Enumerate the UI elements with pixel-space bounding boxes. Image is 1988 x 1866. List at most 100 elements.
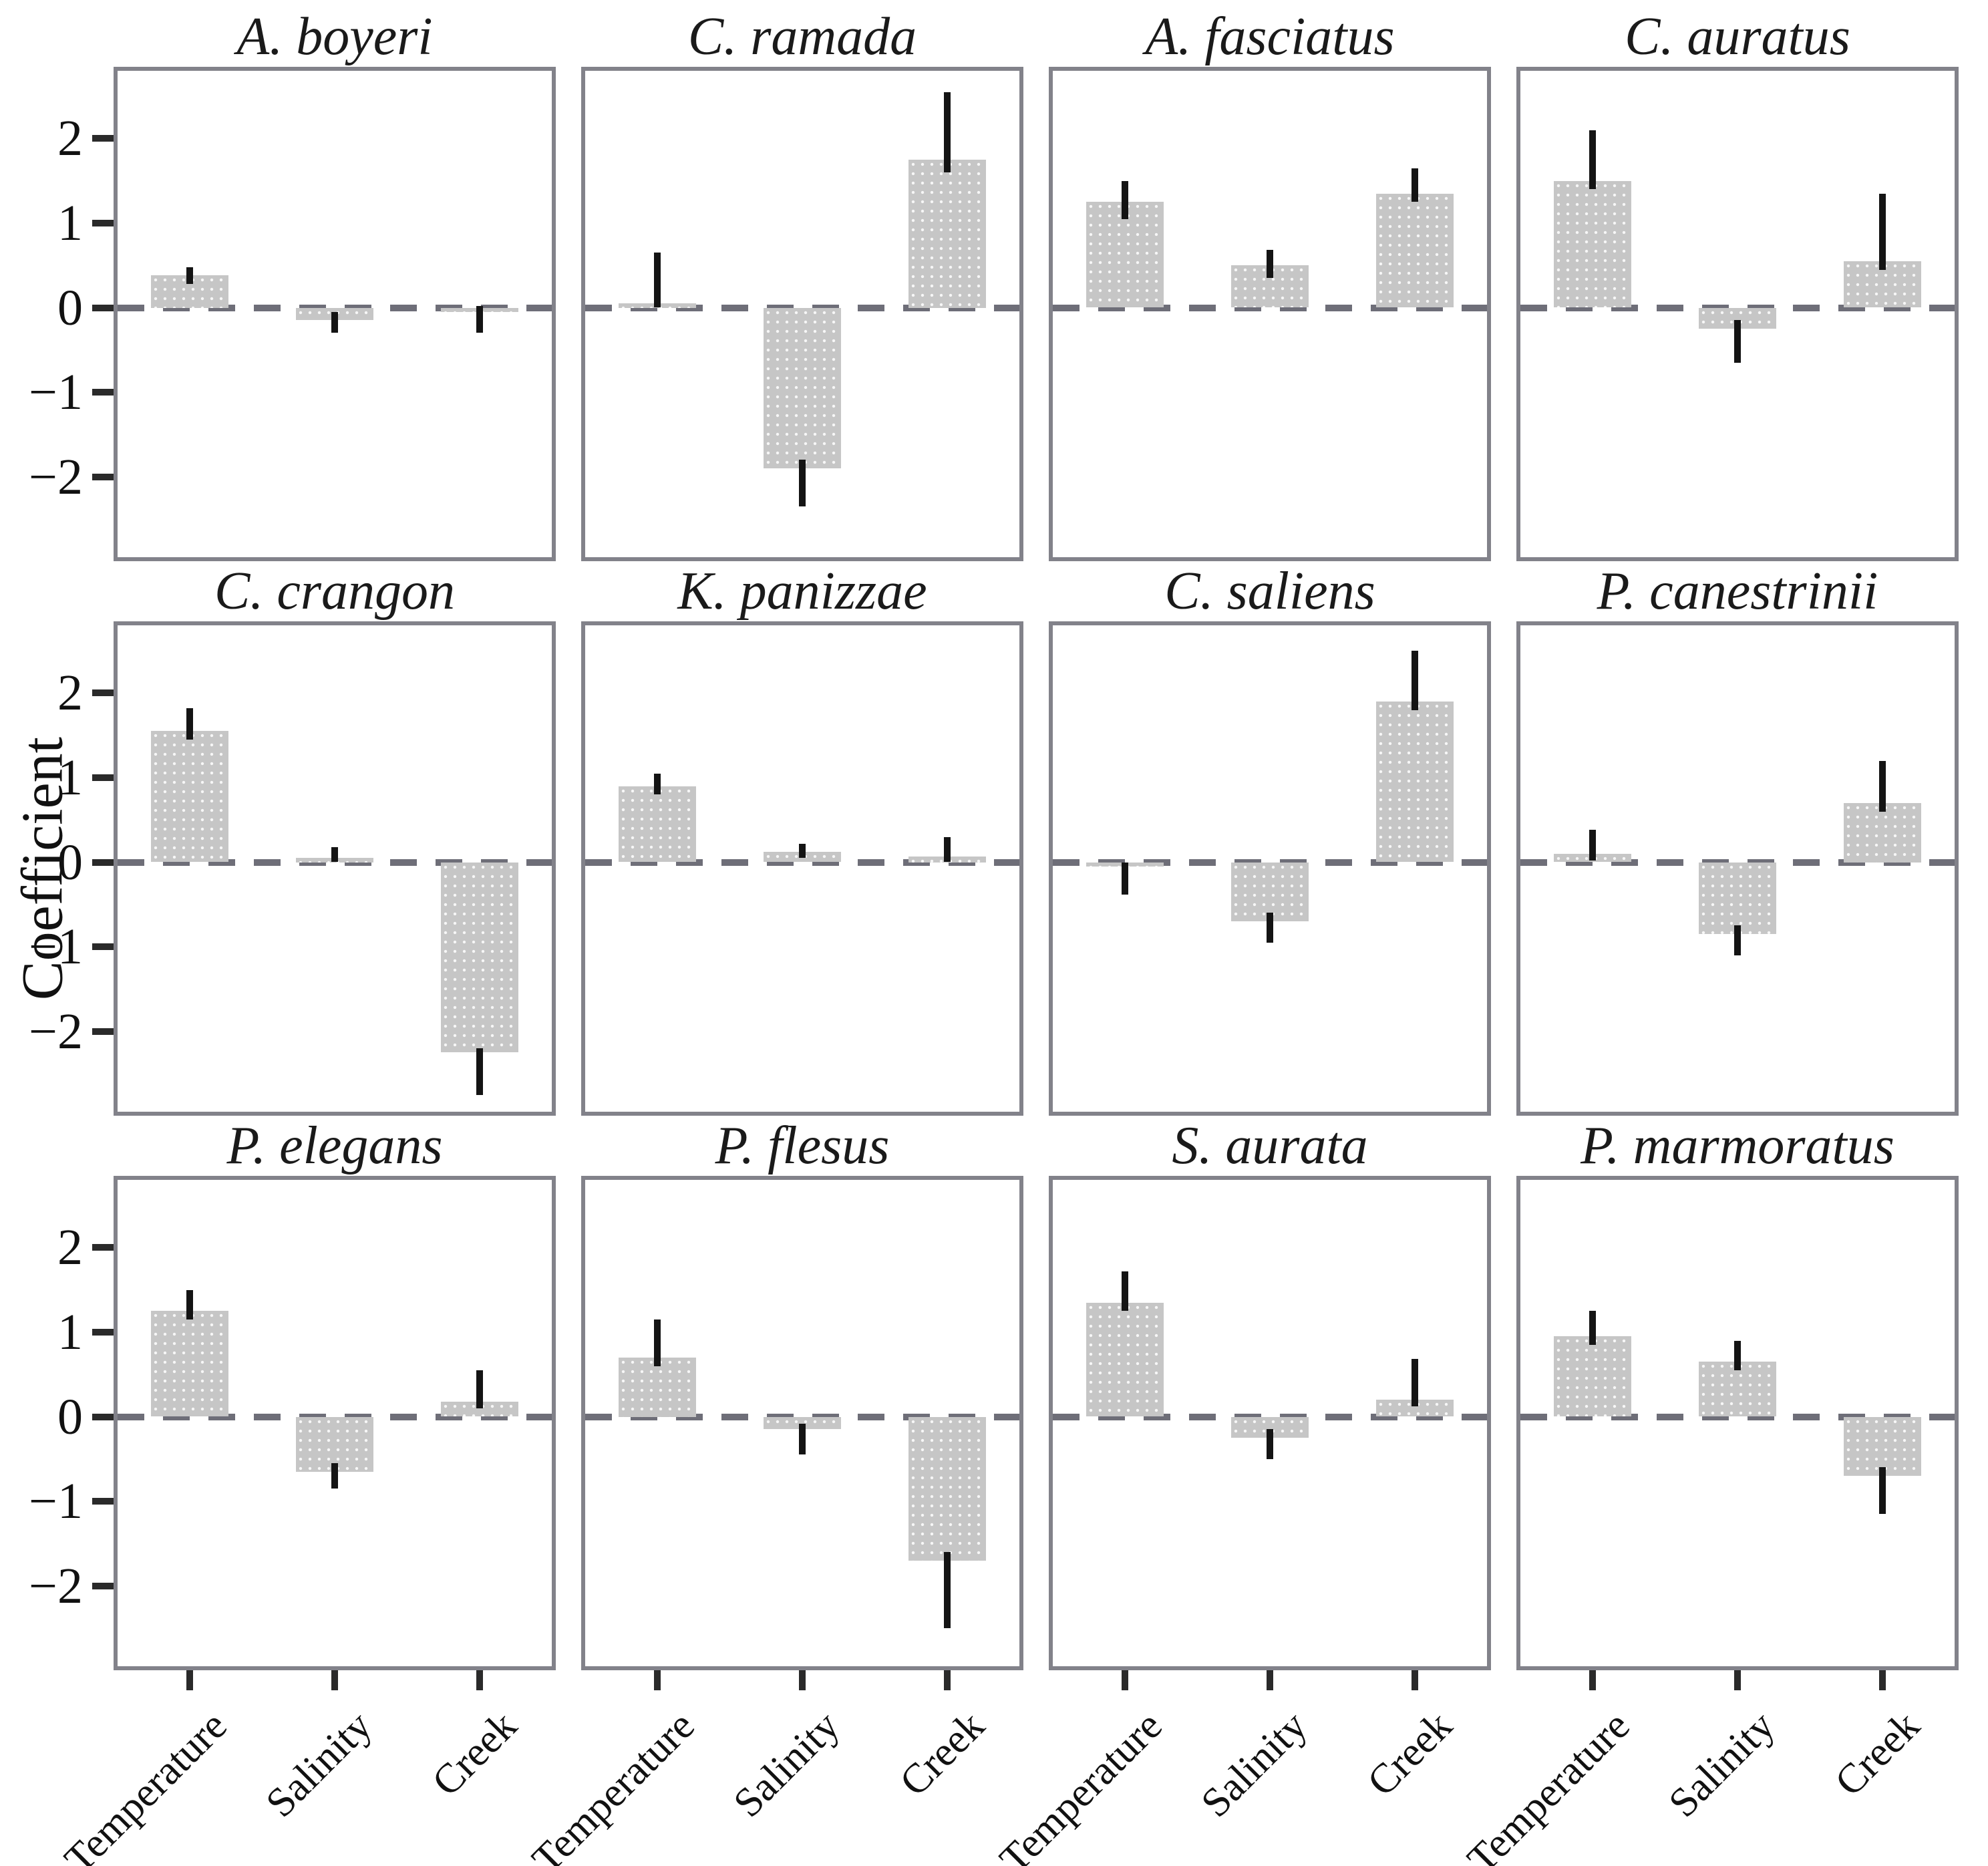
y-tick-mark (92, 1413, 114, 1420)
error-bar-salinity (1267, 913, 1273, 943)
y-tick-label: 1 (57, 1303, 83, 1360)
zero-dashed-line (1053, 304, 1487, 311)
panel-title-p-elegans: P. elegans (226, 1116, 443, 1175)
panel-title-c-crangon: C. crangon (214, 561, 455, 621)
y-tick-mark (92, 1328, 114, 1336)
bar-salinity (1699, 1362, 1776, 1417)
error-bar-creek (1878, 1467, 1886, 1515)
y-tick-label: 2 (57, 665, 83, 722)
panel-title-a-fasciatus: A. fasciatus (1145, 7, 1395, 66)
bar-creek (440, 862, 518, 1053)
error-bar-temperature (654, 253, 661, 308)
panel-a-fasciatus (1049, 67, 1491, 561)
zero-dashed-line (1520, 1413, 1955, 1420)
x-axis-label-salinity: Salinity (725, 1702, 848, 1827)
error-bar-creek (943, 1552, 951, 1629)
y-tick-mark (92, 1582, 114, 1589)
panel-title-s-aurata: S. aurata (1172, 1116, 1368, 1175)
x-tick-mark (476, 1670, 483, 1690)
x-tick-mark (1589, 1670, 1597, 1690)
y-tick-label: −2 (29, 1003, 83, 1060)
bar-creek (1375, 701, 1454, 863)
panel-c-crangon: 2 1 0 −1 −2 (29, 621, 556, 1116)
error-bar-creek (1411, 650, 1418, 710)
zero-dashed-line (585, 859, 1019, 866)
bar-salinity (1231, 862, 1309, 922)
y-tick-mark (92, 689, 114, 697)
error-bar-salinity (1267, 1429, 1273, 1459)
panel-title-p-flesus: P. flesus (715, 1116, 890, 1175)
error-bar-salinity (1734, 1340, 1741, 1370)
error-bar-creek (1878, 760, 1886, 812)
y-tick-mark (92, 473, 114, 480)
x-tick-mark (1878, 1670, 1886, 1690)
panel-title-p-canestrinii: P. canestrinii (1597, 561, 1878, 621)
panel-c-saliens (1049, 621, 1491, 1116)
error-bar-temperature (1589, 830, 1597, 861)
y-tick-label: 1 (57, 194, 83, 251)
panel-title-k-panizzae: K. panizzae (677, 561, 927, 621)
panel-p-marmoratus (1516, 1176, 1959, 1690)
bar-creek (1843, 1416, 1921, 1476)
y-tick-label: 1 (57, 749, 83, 806)
error-bar-temperature (654, 773, 661, 795)
x-axis-label-salinity: Salinity (1660, 1702, 1784, 1827)
error-bar-creek (1411, 1359, 1418, 1407)
x-tick-mark (1734, 1670, 1741, 1690)
y-tick-label: 0 (57, 279, 83, 336)
error-bar-salinity (799, 843, 806, 859)
panel-a-boyeri: 2 1 0 −1 −2 (29, 67, 556, 561)
x-axis-label-creek: Creek (423, 1702, 526, 1805)
bar-salinity (764, 1416, 841, 1430)
bar-creek (908, 159, 986, 308)
panel-p-canestrinii (1516, 621, 1959, 1116)
y-tick-mark (92, 389, 114, 396)
error-bar-temperature (654, 1319, 661, 1366)
error-bar-temperature (186, 1289, 194, 1319)
y-tick-mark (92, 304, 114, 311)
panel-title-a-boyeri: A. boyeri (236, 7, 433, 66)
error-bar-temperature (1589, 130, 1597, 190)
x-tick-mark (331, 1670, 338, 1690)
error-bar-temperature (1122, 180, 1129, 219)
bar-temperature (151, 1311, 229, 1417)
x-tick-mark (186, 1670, 194, 1690)
x-axis-label-creek: Creek (1358, 1702, 1461, 1805)
error-bar-temperature (186, 267, 194, 285)
panel-title-c-saliens: C. saliens (1164, 561, 1375, 621)
panel-k-panizzae (581, 621, 1023, 1116)
y-tick-mark (92, 135, 114, 142)
bar-temperature (619, 786, 697, 863)
bar-salinity (764, 307, 841, 469)
error-bar-creek (476, 305, 483, 333)
error-bar-creek (1878, 193, 1886, 270)
panel-title-c-auratus: C. auratus (1625, 7, 1850, 66)
x-axis-label-temperature: Temperature (1459, 1702, 1639, 1866)
bar-temperature (1086, 1302, 1164, 1417)
y-tick-label: −1 (29, 364, 83, 421)
x-axis-label-temperature: Temperature (524, 1702, 704, 1866)
panel-s-aurata (1049, 1176, 1491, 1690)
x-tick-mark (654, 1670, 661, 1690)
y-tick-label: 2 (57, 1219, 83, 1276)
error-bar-salinity (1267, 250, 1273, 279)
y-tick-mark (92, 219, 114, 226)
error-bar-salinity (799, 1423, 806, 1455)
bar-creek (1375, 193, 1454, 308)
error-bar-creek (943, 92, 951, 172)
error-bar-salinity (1734, 320, 1741, 363)
panel-c-ramada (581, 67, 1023, 561)
y-tick-mark (92, 1244, 114, 1251)
panel-c-auratus (1516, 67, 1959, 561)
y-tick-label: −2 (29, 448, 83, 505)
panel-title-c-ramada: C. ramada (687, 7, 917, 66)
error-bar-temperature (1122, 862, 1129, 895)
error-bar-salinity (331, 311, 338, 333)
error-bar-creek (476, 1370, 483, 1408)
error-bar-salinity (1734, 925, 1741, 955)
y-tick-mark (92, 943, 114, 951)
y-tick-label: 0 (57, 1388, 83, 1445)
error-bar-temperature (1589, 1311, 1597, 1345)
x-tick-mark (1122, 1670, 1129, 1690)
